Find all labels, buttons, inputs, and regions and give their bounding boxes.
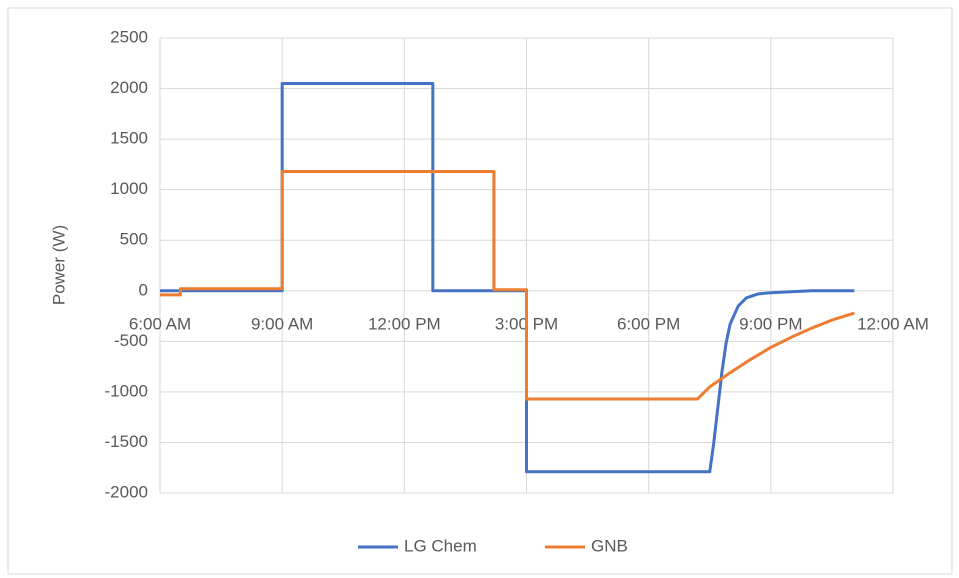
- y-tick-label: 2000: [110, 78, 148, 97]
- y-tick-label: 1000: [110, 179, 148, 198]
- series-line: [160, 169, 855, 401]
- x-tick-label: 6:00 PM: [617, 314, 680, 333]
- series-line: [160, 82, 855, 474]
- x-tick-label: 9:00 AM: [251, 314, 313, 333]
- y-tick-label: 1500: [110, 129, 148, 148]
- y-tick-label: 0: [139, 280, 148, 299]
- y-tick-label: 500: [120, 230, 148, 249]
- y-tick-label: -2000: [105, 482, 148, 501]
- x-tick-label: 9:00 PM: [739, 314, 802, 333]
- legend-label: LG Chem: [404, 536, 477, 555]
- legend-label: GNB: [591, 536, 628, 555]
- y-tick-label: 2500: [110, 27, 148, 46]
- y-tick-label: -1000: [105, 381, 148, 400]
- x-tick-label: 12:00 PM: [368, 314, 441, 333]
- x-tick-label: 6:00 AM: [129, 314, 191, 333]
- y-tick-label: -1500: [105, 432, 148, 451]
- y-axis-label: Power (W): [49, 225, 68, 305]
- y-tick-label: -500: [114, 331, 148, 350]
- x-tick-label: 12:00 AM: [857, 314, 929, 333]
